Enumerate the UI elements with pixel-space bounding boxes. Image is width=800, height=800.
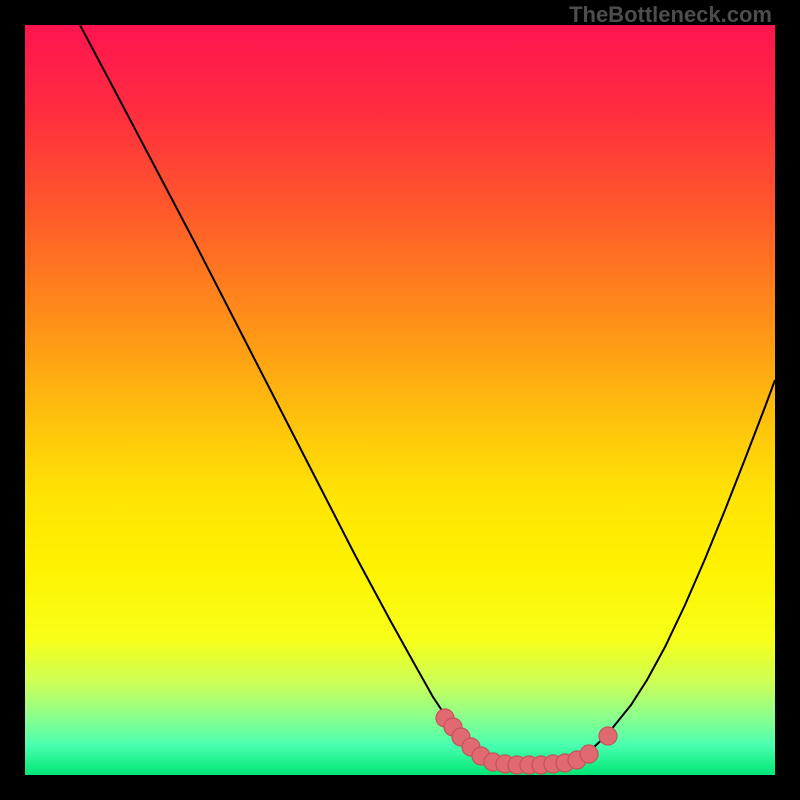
chart-container: TheBottleneck.com xyxy=(0,0,800,800)
optimal-zone-dots xyxy=(436,709,617,774)
optimal-dot xyxy=(580,745,598,763)
curve-layer xyxy=(25,25,775,775)
optimal-dot xyxy=(599,727,617,745)
bottleneck-curve xyxy=(80,25,775,764)
watermark-text: TheBottleneck.com xyxy=(569,2,772,28)
plot-area xyxy=(25,25,775,775)
